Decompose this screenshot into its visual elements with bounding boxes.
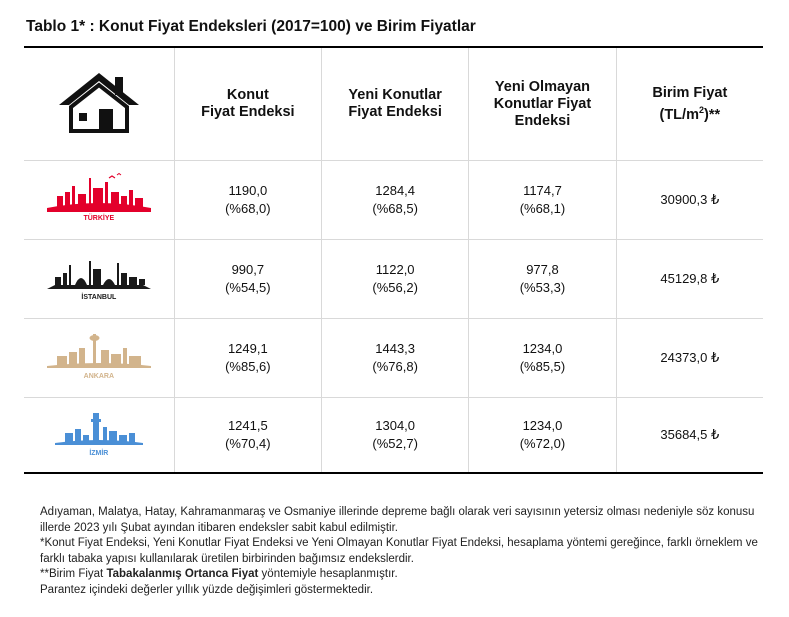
- footnote-text: **Birim Fiyat: [40, 568, 107, 580]
- yeni-value-cell: 1304,0 (%52,7): [321, 397, 470, 472]
- footnote-parentheses: Parantez içindeki değerler yıllık yüzde …: [40, 583, 374, 596]
- footnote-unit-price: **Birim Fiyat Tabakalanmış Ortanca Fiyat…: [40, 567, 780, 583]
- unit-price-cell: 45129,8 ₺: [616, 239, 763, 319]
- header-yeni-konutlar: Yeni Konutlar Fiyat Endeksi: [321, 48, 470, 161]
- footnote-earthquake: Adıyaman, Malatya, Hatay, Kahramanmaraş …: [40, 506, 755, 534]
- footnote-bold-text: Tabakalanmış Ortanca Fiyat: [106, 568, 259, 580]
- table-row: İSTANBUL 990,7 (%54,5) 1122,0 (%56,2) 97…: [24, 239, 763, 319]
- annual-change: (%56,2): [372, 280, 418, 295]
- index-value: 990,7: [231, 262, 265, 277]
- house-icon: [58, 72, 139, 133]
- city-label: ANKARA: [83, 372, 115, 380]
- unit-price-cell: 24373,0 ₺: [616, 318, 763, 398]
- table-row: TÜRKİYE 1190,0 (%68,0) 1284,4 (%68,5) 11…: [24, 160, 763, 240]
- eski-value-cell: 1174,7 (%68,1): [468, 160, 617, 240]
- city-label: İSTANBUL: [81, 293, 117, 301]
- eski-value-cell: 1234,0 (%72,0): [468, 397, 617, 472]
- index-value: 1190,0: [228, 183, 268, 198]
- index-value: 1174,7: [523, 183, 562, 198]
- yeni-value-cell: 1122,0 (%56,2): [321, 239, 470, 319]
- annual-change: (%85,5): [519, 359, 566, 374]
- header-text: Konutlar Fiyat: [493, 95, 592, 112]
- index-value: 1304,0: [375, 418, 416, 433]
- index-value: 1234,0: [522, 341, 563, 356]
- index-value: 1443,3: [375, 341, 416, 356]
- header-konut-fiyat-endeksi: Konut Fiyat Endeksi: [174, 48, 322, 161]
- table-title: Tablo 1* : Konut Fiyat Endeksleri (2017=…: [26, 18, 476, 35]
- header-yeni-olmayan: Yeni Olmayan Konutlar Fiyat Endeksi: [468, 48, 617, 161]
- header-text: Fiyat Endeksi: [348, 104, 442, 120]
- annual-change: (%76,8): [372, 359, 418, 374]
- city-logo-cell: İZMİR: [24, 397, 175, 472]
- konut-value-cell: 1190,0 (%68,0): [174, 160, 322, 240]
- header-text: Yeni Olmayan: [494, 78, 591, 95]
- header-birim-fiyat: Birim Fiyat (TL/m2)**: [616, 48, 763, 161]
- istanbul-skyline-icon: İSTANBUL: [43, 251, 155, 303]
- footnote-index-definition: *Konut Fiyat Endeksi, Yeni Konutlar Fiya…: [40, 537, 758, 565]
- house-icon-cell: [24, 48, 175, 161]
- yeni-value-cell: 1443,3 (%76,8): [321, 318, 470, 398]
- konut-value-cell: 990,7 (%54,5): [174, 239, 322, 319]
- table-row: ANKARA 1249,1 (%85,6) 1443,3 (%76,8) 123…: [24, 318, 763, 398]
- footnotes: Adıyaman, Malatya, Hatay, Kahramanmaraş …: [40, 505, 780, 598]
- eski-value-cell: 977,8 (%53,3): [468, 239, 617, 319]
- annual-change: (%70,4): [225, 436, 271, 451]
- annual-change: (%53,3): [519, 280, 566, 295]
- header-unit: (TL/m2)**: [617, 102, 763, 124]
- unit-post: )**: [703, 106, 721, 123]
- price-index-table: Konut Fiyat Endeksi Yeni Konutlar Fiyat …: [24, 48, 763, 472]
- annual-change: (%52,7): [372, 436, 418, 451]
- unit-sup: 2: [698, 104, 704, 115]
- city-logo-cell: İSTANBUL: [24, 239, 175, 319]
- konut-value-cell: 1241,5 (%70,4): [174, 397, 322, 472]
- eski-value-cell: 1234,0 (%85,5): [468, 318, 617, 398]
- table-header-row: Konut Fiyat Endeksi Yeni Konutlar Fiyat …: [24, 48, 763, 161]
- izmir-skyline-icon: İZMİR: [43, 407, 155, 459]
- index-value: 1234,0: [522, 418, 563, 433]
- index-value: 1122,0: [375, 262, 415, 277]
- index-value: 1284,4: [375, 183, 416, 198]
- header-text: Fiyat Endeksi: [201, 104, 295, 120]
- bottom-rule: [24, 472, 763, 474]
- annual-change: (%68,0): [225, 201, 271, 216]
- table-row: İZMİR 1241,5 (%70,4) 1304,0 (%52,7) 1234…: [24, 397, 763, 472]
- annual-change: (%68,5): [372, 201, 418, 216]
- header-text: Endeksi: [514, 112, 571, 129]
- city-label: TÜRKİYE: [83, 214, 115, 222]
- index-value: 1249,1: [227, 341, 268, 356]
- header-text: Yeni Konutlar: [348, 87, 442, 103]
- top-rule: [24, 46, 763, 48]
- unit-price-cell: 35684,5 ₺: [660, 427, 720, 442]
- city-logo-cell: ANKARA: [24, 318, 175, 398]
- konut-value-cell: 1249,1 (%85,6): [174, 318, 322, 398]
- city-label: İZMİR: [89, 449, 109, 457]
- header-text: Birim Fiyat: [652, 84, 728, 101]
- unit-pre: (TL/m: [659, 106, 699, 123]
- index-value: 1241,5: [227, 418, 268, 433]
- ankara-skyline-icon: ANKARA: [43, 330, 155, 382]
- annual-change: (%68,1): [519, 201, 566, 216]
- turkiye-skyline-icon: TÜRKİYE: [43, 172, 155, 224]
- index-value: 977,8: [526, 262, 559, 277]
- city-logo-cell: TÜRKİYE: [24, 160, 175, 240]
- footnote-text: yöntemiyle hesaplanmıştır.: [258, 568, 398, 580]
- yeni-value-cell: 1284,4 (%68,5): [321, 160, 470, 240]
- unit-price-cell: 30900,3 ₺: [616, 160, 763, 240]
- header-text: Konut: [226, 87, 269, 103]
- annual-change: (%72,0): [519, 436, 566, 451]
- annual-change: (%54,5): [225, 280, 271, 295]
- annual-change: (%85,6): [225, 359, 271, 374]
